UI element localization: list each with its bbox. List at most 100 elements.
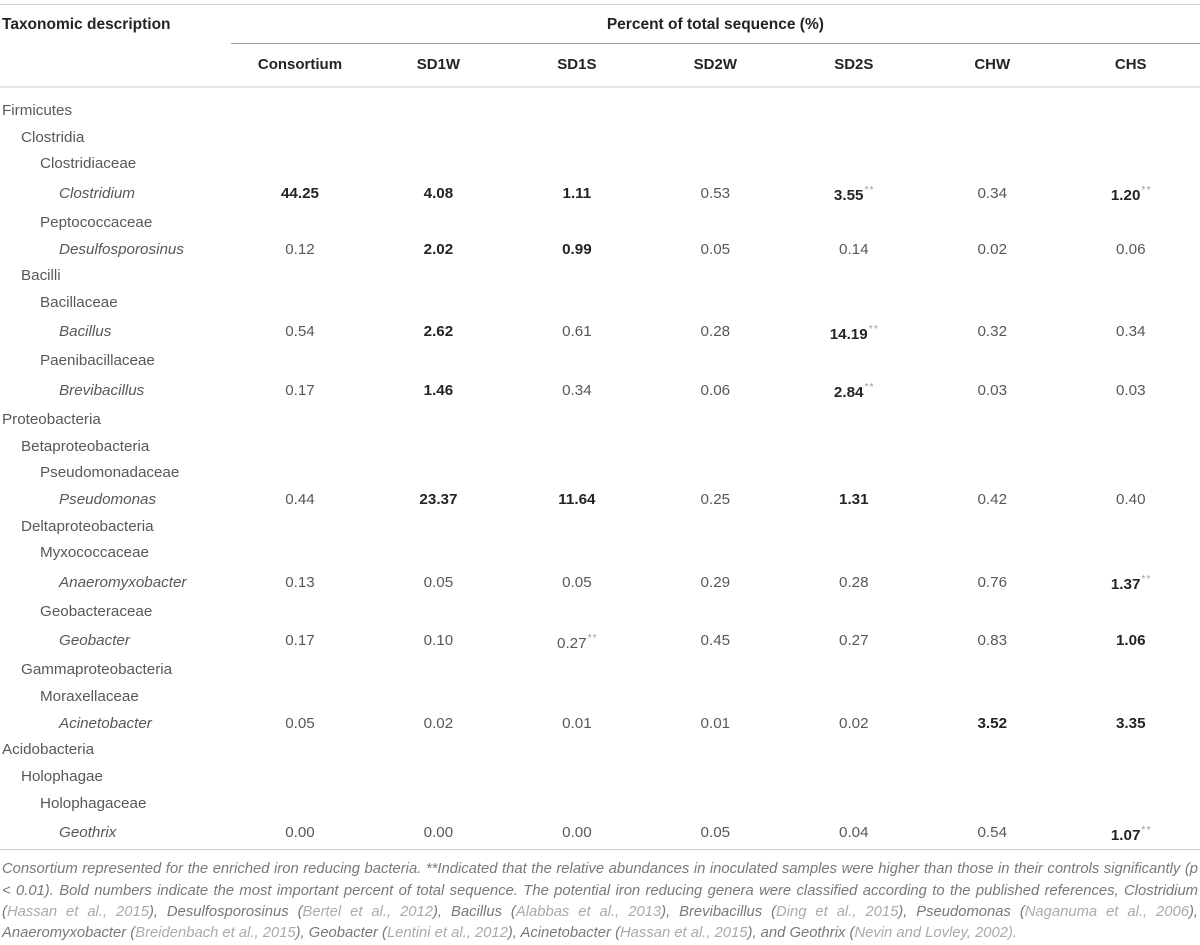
value-cell: 0.00: [369, 818, 507, 850]
taxon-label: Desulfosporosinus: [59, 240, 184, 258]
value-cell: 0.03: [1061, 375, 1200, 407]
value-cell: [508, 263, 646, 290]
value-cell: [369, 460, 507, 487]
percent-value: 0.27: [557, 634, 587, 652]
taxon-label: Firmicutes: [2, 102, 73, 119]
value-cell: [231, 657, 369, 684]
percent-value: 0.40: [1115, 491, 1146, 509]
value-cell: [923, 540, 1061, 567]
value-cell: 0.05: [508, 567, 646, 599]
citation-link[interactable]: Bertel et al., 2012: [302, 903, 433, 920]
value-cell: 3.55**: [785, 178, 923, 210]
value-cell: 0.44: [231, 487, 369, 514]
value-cell: [231, 290, 369, 317]
value-cell: [369, 764, 507, 791]
footnote-text: ), Bacillus (: [433, 903, 516, 920]
percent-total-sequence-header: Percent of total sequence (%): [230, 4, 1200, 44]
value-cell: 44.25: [231, 178, 369, 210]
citation-link[interactable]: Hassan et al., 2015: [6, 903, 149, 920]
value-cell: [646, 434, 784, 461]
value-cell: [508, 125, 646, 152]
percent-value: 2.02: [423, 240, 454, 258]
footnote-text: ), Pseudomonas (: [898, 903, 1025, 920]
value-cell: [1061, 540, 1200, 567]
value-cell: 0.02: [369, 711, 507, 738]
value-cell: [785, 791, 923, 818]
value-cell: [369, 737, 507, 764]
value-cell: [231, 684, 369, 711]
value-cell: 1.31: [785, 487, 923, 514]
value-cell: [785, 348, 923, 375]
value-cell: 3.35: [1061, 711, 1200, 738]
value-cell: [785, 684, 923, 711]
value-cell: [508, 657, 646, 684]
value-cell: 0.01: [646, 711, 784, 738]
value-cell: 0.17: [231, 626, 369, 658]
percent-value: 0.04: [839, 824, 869, 842]
percent-value: 0.00: [285, 824, 315, 842]
table-row: Myxococcaceae: [0, 540, 1200, 567]
citation-link[interactable]: Nevin and Lovley, 2002).: [854, 925, 1018, 942]
table-row: Clostridium 44.25 4.08 1.11 0.53 3.55** 0.34 1.…: [0, 178, 1200, 210]
value-cell: 1.37**: [1061, 567, 1200, 599]
value-cell: 0.54: [231, 317, 369, 349]
footnote-text: ), Acinetobacter (: [507, 925, 620, 942]
value-cell: [1061, 434, 1200, 461]
citation-link[interactable]: Alabbas et al., 2013: [515, 903, 662, 920]
percent-value: 0.54: [977, 824, 1008, 842]
value-cell: [508, 348, 646, 375]
percent-value: 0.03: [977, 381, 1008, 399]
value-cell: [231, 737, 369, 764]
table-row: Pseudomonadaceae: [0, 460, 1200, 487]
value-cell: [231, 434, 369, 461]
value-cell: 0.05: [646, 237, 784, 264]
value-cell: [646, 764, 784, 791]
value-cell: [1061, 125, 1200, 152]
value-cell: 2.02: [369, 237, 507, 264]
percent-value: 0.00: [423, 824, 454, 842]
citation-link[interactable]: Breidenbach et al., 2015: [135, 925, 296, 942]
citation-link[interactable]: Lentini et al., 2012: [386, 925, 508, 942]
value-cell: [369, 407, 507, 434]
taxon-label: Deltaproteobacteria: [21, 517, 154, 535]
value-cell: [231, 263, 369, 290]
value-cell: 0.02: [923, 237, 1061, 264]
percent-value: 0.76: [977, 573, 1008, 591]
value-cell: [923, 599, 1061, 626]
citation-link[interactable]: Naganuma et al., 2006: [1024, 903, 1189, 920]
table-row: Holophagae: [0, 764, 1200, 791]
value-cell: [785, 599, 923, 626]
value-cell: [1061, 151, 1200, 178]
citation-link[interactable]: Hassan et al., 2015: [620, 925, 748, 942]
value-cell: [646, 210, 784, 237]
percent-value: 0.34: [1115, 323, 1146, 341]
value-cell: [508, 434, 646, 461]
table-row: Holophagaceae: [0, 791, 1200, 818]
value-cell: [231, 540, 369, 567]
table-row: Firmicutes: [0, 87, 1200, 125]
value-cell: [231, 514, 369, 541]
taxon-label: Bacillaceae: [40, 293, 118, 311]
value-cell: 0.02: [785, 711, 923, 738]
percent-value: 0.28: [839, 573, 869, 591]
percent-value: 0.05: [562, 573, 592, 591]
significance-marker: **: [864, 381, 875, 394]
table-row: Clostridiaceae: [0, 151, 1200, 178]
value-cell: 0.13: [231, 567, 369, 599]
value-cell: [646, 657, 784, 684]
value-cell: 4.08: [369, 178, 507, 210]
value-cell: [923, 151, 1061, 178]
value-cell: [369, 657, 507, 684]
value-cell: [369, 263, 507, 290]
value-cell: [231, 348, 369, 375]
percent-value: 0.34: [977, 184, 1008, 202]
value-cell: [785, 407, 923, 434]
table-row: Geobacter 0.17 0.10 0.27** 0.45 0.27 0.83 1.06: [0, 626, 1200, 658]
value-cell: [508, 407, 646, 434]
percent-value: 11.64: [558, 491, 596, 509]
value-cell: [923, 125, 1061, 152]
value-cell: [1061, 657, 1200, 684]
percent-value: 0.25: [700, 491, 731, 509]
value-cell: [785, 263, 923, 290]
citation-link[interactable]: Ding et al., 2015: [776, 903, 899, 920]
